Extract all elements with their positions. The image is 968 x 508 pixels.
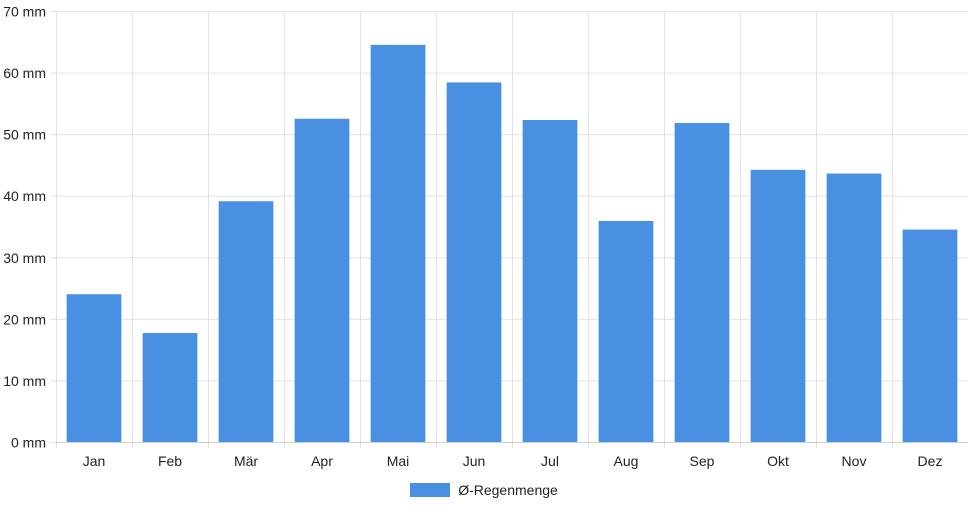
x-tick-label: Mai	[387, 453, 410, 469]
bar	[370, 44, 426, 442]
y-tick-label: 60 mm	[3, 65, 46, 81]
bar	[294, 118, 350, 442]
x-tick-label: Aug	[614, 453, 639, 469]
x-tick-label: Mär	[234, 453, 258, 469]
chart-legend: Ø-Regenmenge	[0, 478, 968, 502]
legend-swatch	[410, 483, 451, 497]
x-tick-label: Nov	[842, 453, 867, 469]
y-tick-label: 0 mm	[11, 435, 46, 451]
legend-label: Ø-Regenmenge	[458, 482, 558, 498]
bar	[750, 169, 806, 442]
y-tick-label: 40 mm	[3, 188, 46, 204]
x-tick-label: Jun	[463, 453, 486, 469]
y-tick-label: 10 mm	[3, 373, 46, 389]
y-tick-label: 50 mm	[3, 127, 46, 143]
y-tick-label: 20 mm	[3, 311, 46, 327]
bar	[598, 220, 654, 442]
y-tick-label: 70 mm	[3, 4, 46, 20]
x-tick-label: Sep	[690, 453, 715, 469]
bar	[826, 173, 882, 442]
bar	[142, 333, 198, 442]
bar	[446, 82, 502, 443]
bar	[218, 201, 274, 442]
x-tick-label: Jul	[541, 453, 559, 469]
y-tick-label: 30 mm	[3, 250, 46, 266]
x-tick-label: Feb	[158, 453, 182, 469]
bar	[902, 229, 958, 442]
x-tick-label: Apr	[311, 453, 333, 469]
bar	[674, 123, 730, 442]
x-tick-label: Jan	[83, 453, 106, 469]
bar	[522, 119, 578, 442]
chart-plot: 0 mm 10 mm 20 mm 30 mm 40 mm 50 mm 60 mm 70 mm J…	[3, 4, 968, 469]
x-tick-label: Dez	[918, 453, 943, 469]
bar	[66, 294, 122, 442]
x-tick-label: Okt	[767, 453, 789, 469]
